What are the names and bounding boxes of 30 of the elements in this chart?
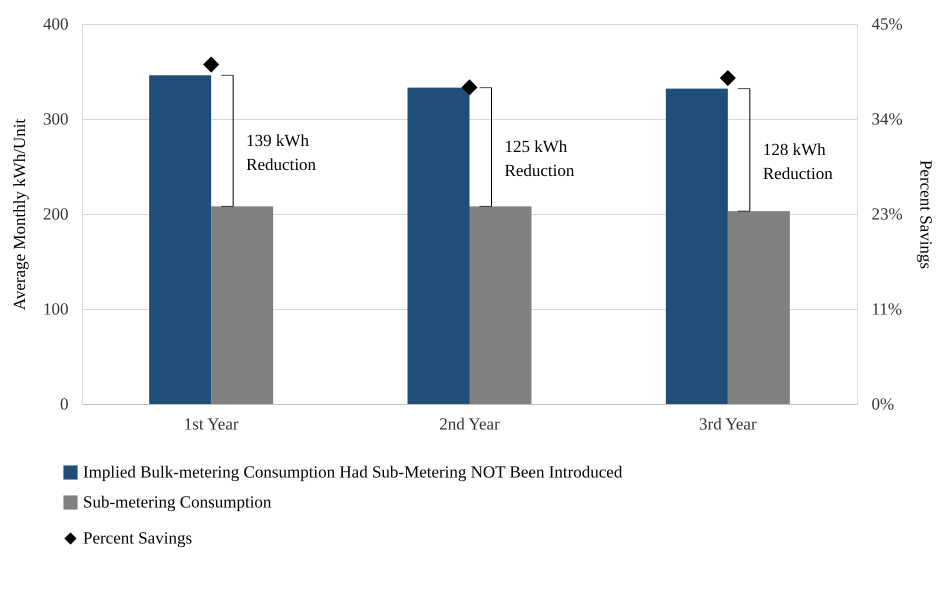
legend-label: Percent Savings <box>83 528 192 548</box>
y2-tick-label: 0% <box>872 394 894 414</box>
x-tick-label: 3rd Year <box>699 414 757 434</box>
y2-tick-label: 34% <box>872 110 903 128</box>
y2-tick-label: 45% <box>872 14 903 34</box>
y-tick-label: 0 <box>60 394 68 414</box>
bar <box>728 211 790 404</box>
y-tick-label: 100 <box>43 300 68 318</box>
point <box>461 79 478 96</box>
point <box>720 70 736 86</box>
y-tick-label: 200 <box>43 204 68 224</box>
y2-tick-label: 23% <box>872 204 903 224</box>
annotation: 128 kWh Reduction <box>762 140 834 183</box>
bar <box>211 206 274 404</box>
y-tick-label: 400 <box>43 14 68 34</box>
y-tick-label: 300 <box>43 110 68 128</box>
bar <box>470 206 532 404</box>
bar <box>408 88 470 404</box>
legend-label: Sub-metering Consumption <box>83 492 272 512</box>
annotation: 139 kWh Reduction <box>246 130 317 174</box>
annotation: 125 kWh Reduction <box>504 137 575 180</box>
y2-tick-label: 11% <box>872 300 902 318</box>
point <box>203 56 220 73</box>
legend-label: Implied Bulk-metering Consumption Had Sub-Metering NOT Been Introduced <box>83 462 623 482</box>
y2-axis-title: Percent Savings <box>916 160 936 270</box>
x-tick-label: 1st Year <box>184 414 239 434</box>
x-tick-label: 2nd Year <box>439 414 500 434</box>
bar <box>666 88 728 404</box>
bar <box>149 75 212 404</box>
y-axis-title: Average Monthly kWh/Unit <box>10 118 29 310</box>
